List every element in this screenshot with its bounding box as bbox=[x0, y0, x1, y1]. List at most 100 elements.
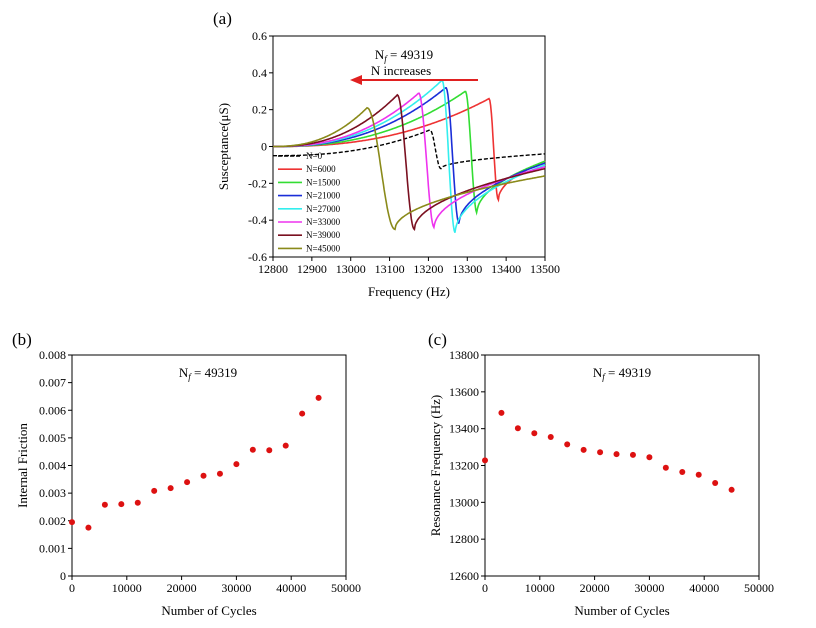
data-point bbox=[662, 464, 669, 471]
y-tick-label: 0.001 bbox=[39, 541, 66, 555]
legend-label-4: N=27000 bbox=[306, 204, 341, 214]
y-tick-label: -0.6 bbox=[248, 250, 267, 264]
data-point bbox=[299, 410, 306, 417]
nf-base: N bbox=[375, 47, 385, 62]
data-point bbox=[547, 433, 554, 440]
x-tick-label: 10000 bbox=[112, 581, 142, 595]
data-point bbox=[69, 519, 75, 526]
plot-frame bbox=[71, 354, 347, 577]
y-tick-label: -0.4 bbox=[248, 213, 267, 227]
y-tick-label: 13400 bbox=[449, 422, 479, 436]
y-tick-label: 0 bbox=[60, 569, 66, 583]
x-tick-label: 50000 bbox=[331, 581, 361, 595]
data-point bbox=[134, 499, 141, 506]
plot-0: 12800 12900 13000 13100 13200 13300 13400 13500… bbox=[213, 9, 560, 299]
nf-base: N bbox=[593, 365, 603, 380]
legend-label-6: N=39000 bbox=[306, 230, 341, 240]
y-tick-label: 0.007 bbox=[39, 376, 66, 390]
y-tick-label: 0.004 bbox=[39, 459, 66, 473]
data-point bbox=[613, 451, 620, 458]
y-tick-label: 12600 bbox=[449, 569, 479, 583]
y-axis-label: Internal Friction bbox=[15, 423, 30, 508]
x-axis-label: Frequency (Hz) bbox=[368, 284, 450, 299]
legend-label-5: N=33000 bbox=[306, 217, 341, 227]
data-point bbox=[728, 486, 735, 493]
nf-subscript: f bbox=[384, 54, 388, 64]
x-tick-label: 12900 bbox=[297, 262, 327, 276]
y-tick-label: 13200 bbox=[449, 459, 479, 473]
y-tick-label: 0.6 bbox=[252, 29, 267, 43]
plot-2: 0 10000 20000 30000 40000 50000 13800 13600 1340… bbox=[428, 330, 774, 618]
x-tick-label: 13500 bbox=[530, 262, 560, 276]
y-tick-label: 13800 bbox=[449, 348, 479, 362]
y-tick-label: 12800 bbox=[449, 532, 479, 546]
y-tick-label: 0.002 bbox=[39, 514, 66, 528]
series-line-0 bbox=[273, 129, 545, 170]
nf-value: = 49319 bbox=[191, 365, 237, 380]
x-tick-label: 20000 bbox=[580, 581, 610, 595]
legend-label-7: N=45000 bbox=[306, 243, 341, 253]
x-tick-label: 13400 bbox=[491, 262, 521, 276]
data-point bbox=[695, 471, 702, 478]
data-point bbox=[580, 446, 587, 453]
y-tick-label: 13000 bbox=[449, 495, 479, 509]
data-point bbox=[151, 487, 158, 494]
x-tick-label: 0 bbox=[69, 581, 75, 595]
data-point bbox=[482, 457, 488, 464]
legend-label-3: N=21000 bbox=[306, 191, 341, 201]
arrow-head bbox=[350, 75, 362, 85]
series-line-6 bbox=[273, 93, 546, 232]
data-point bbox=[85, 524, 92, 531]
nf-subscript: f bbox=[602, 372, 606, 382]
x-tick-label: 20000 bbox=[167, 581, 197, 595]
data-point bbox=[266, 447, 273, 454]
data-point bbox=[184, 479, 191, 486]
data-point bbox=[216, 470, 223, 477]
y-tick-label: 0.4 bbox=[252, 66, 267, 80]
x-tick-label: 50000 bbox=[744, 581, 774, 595]
panel-label: (b) bbox=[12, 330, 32, 349]
y-axis-label: Susceptance(μS) bbox=[216, 103, 231, 190]
nf-annotation: Nf = 49319 bbox=[179, 365, 237, 382]
legend: N=0 N=6000 N=15000 N=21000 N=27000 N=33000 N=3… bbox=[278, 151, 341, 253]
plot-1: 0 10000 20000 30000 40000 50000 0.008 0.007 0.00… bbox=[12, 330, 361, 618]
x-tick-label: 40000 bbox=[276, 581, 306, 595]
data-point bbox=[531, 430, 538, 437]
x-tick-label: 13100 bbox=[375, 262, 405, 276]
data-point bbox=[679, 468, 686, 475]
arrow-label: N increases bbox=[371, 63, 431, 78]
data-point bbox=[200, 472, 207, 479]
x-tick-label: 13000 bbox=[336, 262, 366, 276]
legend-label-0: N=0 bbox=[306, 151, 323, 161]
data-point bbox=[498, 409, 505, 416]
data-point bbox=[118, 501, 125, 508]
x-axis-label: Number of Cycles bbox=[161, 603, 256, 618]
data-point bbox=[233, 461, 240, 468]
y-tick-label: 0 bbox=[261, 140, 267, 154]
y-tick-label: 0.008 bbox=[39, 348, 66, 362]
data-point bbox=[712, 479, 719, 486]
x-axis-label: Number of Cycles bbox=[574, 603, 669, 618]
x-tick-label: 0 bbox=[482, 581, 488, 595]
series-line-7 bbox=[273, 106, 546, 231]
x-tick-label: 13300 bbox=[452, 262, 482, 276]
plot-frame bbox=[484, 354, 760, 577]
nf-base: N bbox=[179, 365, 189, 380]
nf-annotation: Nf = 49319 bbox=[375, 47, 433, 64]
data-point bbox=[282, 442, 289, 449]
y-tick-label: 0.003 bbox=[39, 486, 66, 500]
data-point bbox=[167, 485, 174, 492]
y-tick-label: -0.2 bbox=[248, 176, 267, 190]
nf-annotation: Nf = 49319 bbox=[593, 365, 651, 382]
data-point bbox=[597, 449, 604, 456]
y-tick-label: 0.2 bbox=[252, 103, 267, 117]
data-point bbox=[564, 441, 571, 448]
y-tick-label: 0.006 bbox=[39, 403, 66, 417]
panel-label: (a) bbox=[213, 9, 232, 28]
legend-label-2: N=15000 bbox=[306, 177, 341, 187]
x-tick-label: 12800 bbox=[258, 262, 288, 276]
nf-value: = 49319 bbox=[605, 365, 651, 380]
x-tick-label: 40000 bbox=[689, 581, 719, 595]
data-point bbox=[249, 446, 256, 453]
